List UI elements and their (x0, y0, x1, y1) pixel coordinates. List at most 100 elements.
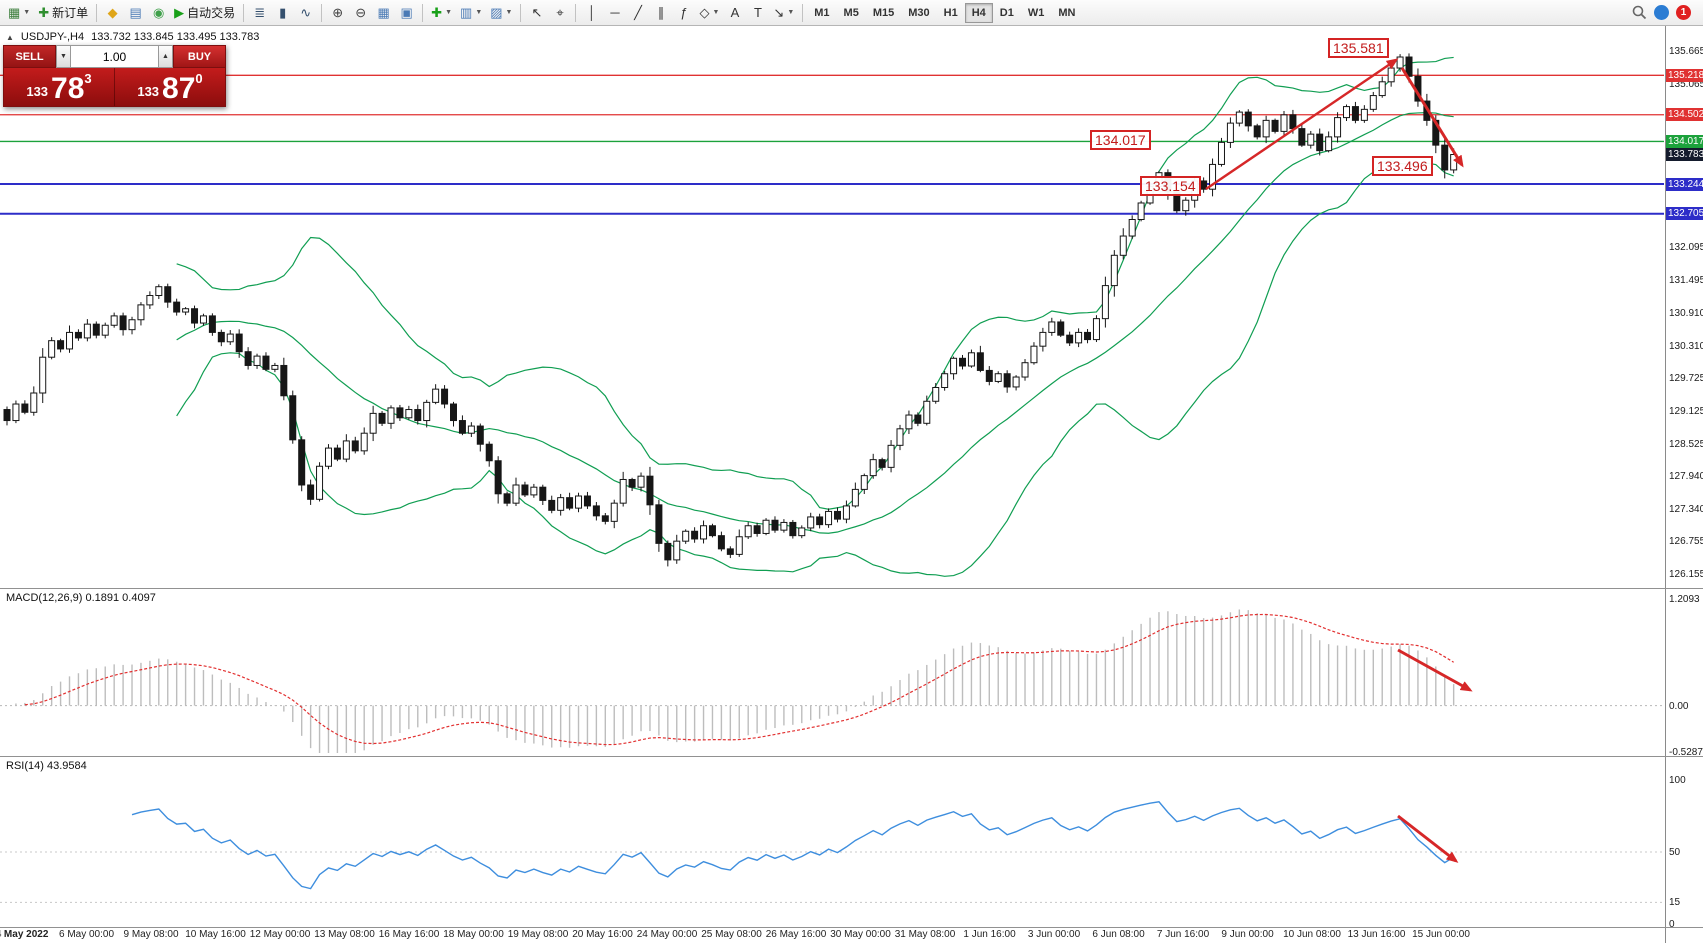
price-tick: 126.155 (1669, 569, 1703, 581)
notifications-badge[interactable]: 1 (1676, 5, 1691, 20)
toolbar-zoom-in-button[interactable]: ⊕ (326, 2, 349, 24)
price-annotation[interactable]: 134.017 (1090, 130, 1151, 150)
toolbar-separator (802, 3, 804, 22)
time-axis-separator (0, 927, 1703, 928)
toolbar-new-order-button[interactable]: ✚ 新订单 (34, 2, 92, 24)
toolbar-community-button[interactable]: ◉ (147, 2, 170, 24)
toolbar-tile-windows-button[interactable]: ▣ (395, 2, 418, 24)
price-chart-canvas[interactable] (0, 26, 1664, 588)
time-axis-label: 18 May 00:00 (443, 929, 504, 940)
toolbar-vertical-line-button[interactable]: │ (580, 2, 603, 24)
timeframe-w1-button[interactable]: W1 (1021, 3, 1052, 23)
toolbar-text-label-button[interactable]: T (746, 2, 769, 24)
sell-price-display[interactable]: 133 78 3 (4, 68, 115, 106)
toolbar-metaeditor-button[interactable]: ◆ (101, 2, 124, 24)
time-axis-label: 4 May 2022 (0, 929, 49, 940)
volume-increase-button[interactable]: ▲ (158, 45, 173, 68)
trendline-icon: ╱ (634, 5, 642, 20)
toolbar-fibonacci-button[interactable]: ƒ (672, 2, 695, 24)
time-axis-label: 10 May 16:00 (185, 929, 246, 940)
timeframe-d1-button[interactable]: D1 (993, 3, 1021, 23)
toolbar-candlestick-mode-button[interactable]: ▮ (271, 2, 294, 24)
trade-panel-controls: SELL ▼ ▲ BUY (3, 45, 226, 68)
new-order-label: 新订单 (52, 6, 89, 20)
trend-arrow-drawing[interactable] (1205, 58, 1399, 190)
price-annotation[interactable]: 133.496 (1372, 156, 1433, 176)
trend-arrow-drawing[interactable] (1400, 67, 1464, 168)
trend-arrow-drawing[interactable] (1397, 648, 1473, 692)
toolbar-periods-button[interactable]: ▥ ▼ (456, 2, 486, 24)
timeframe-m30-button[interactable]: M30 (901, 3, 936, 23)
toolbar-data-window-button[interactable]: ▤ (124, 2, 147, 24)
symbol-timeframe-label: USDJPY-,H4 (20, 31, 85, 43)
time-axis-label: 15 Jun 00:00 (1412, 929, 1470, 940)
price-annotation[interactable]: 133.154 (1140, 176, 1201, 196)
toolbar-zoom-out-button[interactable]: ⊖ (349, 2, 372, 24)
toolbar-cursor-button[interactable]: ↖ (525, 2, 548, 24)
macd-indicator-label: MACD(12,26,9) 0.1891 0.4097 (6, 592, 156, 604)
autotrading-label: 自动交易 (187, 6, 236, 20)
price-tick: 126.755 (1669, 536, 1703, 548)
price-level-label: 132.705 (1666, 207, 1703, 221)
timeframe-m5-button[interactable]: M5 (837, 3, 866, 23)
price-scale[interactable]: 135.665 135.065 132.095 131.495 130.910 130.3… (1665, 26, 1703, 943)
toolbar-new-chart-button[interactable]: ▦ ▼ (4, 2, 34, 24)
toolbar-crosshair-button[interactable]: ⌖ (548, 2, 571, 24)
macd-scale-label: 0.00 (1669, 700, 1689, 712)
buy-price-display[interactable]: 133 87 0 (115, 68, 225, 106)
zoom-in-icon: ⊕ (332, 5, 344, 20)
trade-panel-quotes: 133 78 3 133 87 0 (3, 68, 226, 107)
autotrading-icon: ▶ (174, 5, 185, 20)
toolbar-arrows-button[interactable]: ↘ ▼ (769, 2, 798, 24)
horizontal-line-icon: ─ (610, 5, 620, 20)
shapes-icon: ◇ (699, 5, 710, 20)
rsi-scale-label: 50 (1669, 847, 1681, 858)
one-click-trading-panel: SELL ▼ ▲ BUY 133 78 3 133 87 0 (3, 45, 226, 107)
toolbar-separator (243, 3, 245, 22)
panel-separator[interactable] (0, 756, 1703, 757)
volume-decrease-button[interactable]: ▼ (56, 45, 71, 68)
timeframe-m1-button[interactable]: M1 (807, 3, 836, 23)
toolbar-trendline-button[interactable]: ╱ (626, 2, 649, 24)
search-icon[interactable] (1632, 5, 1647, 20)
periods-icon: ▥ (460, 5, 473, 20)
crosshair-icon: ⌖ (556, 5, 564, 20)
price-tick: 127.940 (1669, 471, 1703, 483)
trend-arrow-drawing[interactable] (1397, 814, 1459, 863)
rsi-indicator-canvas[interactable] (0, 757, 1664, 927)
indicators-icon: ✚ (431, 5, 443, 20)
toolbar-indicators-button[interactable]: ✚ ▼ (427, 2, 456, 24)
buy-button[interactable]: BUY (173, 45, 226, 68)
rsi-scale-label: 0 (1669, 919, 1675, 930)
toolbar-separator (321, 3, 323, 22)
time-axis[interactable]: 4 May 2022 6 May 00:00 9 May 08:00 10 May 1… (0, 929, 1664, 943)
toolbar-shapes-button[interactable]: ◇ ▼ (695, 2, 723, 24)
volume-input[interactable] (71, 45, 158, 68)
toolbar-equidistant-channel-button[interactable]: ∥ (649, 2, 672, 24)
rsi-scale-label: 15 (1669, 897, 1681, 909)
community-icon[interactable] (1654, 5, 1669, 20)
arrows-icon: ↘ (773, 5, 785, 20)
sell-big-figure: 133 (26, 84, 49, 99)
toolbar-bar-chart-mode-button[interactable]: ≣ (248, 2, 271, 24)
vertical-line-icon: │ (587, 5, 597, 20)
toolbar-grid-button[interactable]: ▦ (372, 2, 395, 24)
time-axis-label: 19 May 08:00 (507, 929, 569, 940)
timeframe-m15-button[interactable]: M15 (866, 3, 901, 23)
sell-button[interactable]: SELL (3, 45, 56, 68)
toolbar-horizontal-line-button[interactable]: ─ (603, 2, 626, 24)
toolbar-line-chart-mode-button[interactable]: ∿ (294, 2, 317, 24)
new-chart-icon: ▦ (8, 5, 21, 20)
timeframe-mn-button[interactable]: MN (1051, 3, 1082, 23)
price-annotation[interactable]: 135.581 (1328, 38, 1389, 58)
macd-scale-label: -0.5287 (1669, 747, 1703, 759)
toolbar-templates-button[interactable]: ▨ ▼ (486, 2, 516, 24)
trade-panel-toggle-icon[interactable]: ▲ (6, 32, 14, 42)
toolbar-text-button[interactable]: A (723, 2, 746, 24)
panel-separator[interactable] (0, 588, 1703, 589)
timeframe-h1-button[interactable]: H1 (937, 3, 965, 23)
toolbar-autotrading-button[interactable]: ▶ 自动交易 (170, 2, 239, 24)
timeframe-h4-button[interactable]: H4 (964, 2, 993, 23)
macd-indicator-canvas[interactable] (0, 589, 1664, 756)
